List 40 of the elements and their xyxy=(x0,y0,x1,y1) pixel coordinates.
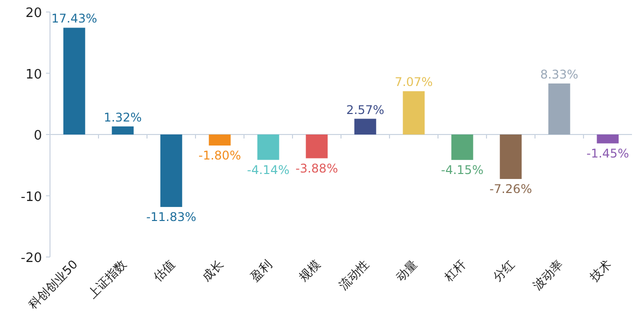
data-label: 17.43% xyxy=(51,12,98,26)
data-label: -4.15% xyxy=(441,162,484,177)
y-tick-label: 20 xyxy=(25,6,42,21)
bar xyxy=(306,134,328,158)
y-tick-label: -20 xyxy=(20,251,42,266)
data-label: 7.07% xyxy=(394,75,433,90)
x-tick-label: 成长 xyxy=(199,257,226,284)
y-tick-label: 0 xyxy=(34,128,42,144)
x-tick-label: 上证指数 xyxy=(85,257,129,302)
y-tick-label: 10 xyxy=(25,67,42,82)
bar xyxy=(596,134,619,144)
data-label: -3.88% xyxy=(296,161,338,176)
bar xyxy=(208,134,231,146)
bar xyxy=(402,91,425,134)
data-label: 8.33% xyxy=(540,67,578,82)
bar xyxy=(451,134,474,160)
data-label: -7.26% xyxy=(490,182,532,196)
bar xyxy=(500,134,522,179)
x-tick-label: 盈利 xyxy=(248,257,274,284)
bar xyxy=(63,28,86,134)
x-tick-label: 估值 xyxy=(150,257,178,285)
x-tick-label: 流动性 xyxy=(336,257,372,293)
data-label: 2.57% xyxy=(346,102,384,117)
bar xyxy=(257,134,280,160)
bar xyxy=(112,126,134,134)
data-label: -11.83% xyxy=(146,210,196,224)
data-label: 1.32% xyxy=(104,110,142,124)
x-tick-label: 动量 xyxy=(393,257,420,284)
data-label: -1.45% xyxy=(586,146,629,160)
data-label: -1.80% xyxy=(198,148,241,163)
bar xyxy=(160,134,182,207)
bar xyxy=(354,118,376,134)
data-label: -4.14% xyxy=(247,162,290,177)
x-tick-label: 规模 xyxy=(296,257,323,284)
x-tick-label: 技术 xyxy=(586,257,614,285)
x-tick-label: 波动率 xyxy=(530,257,566,293)
y-tick-label: -10 xyxy=(20,190,42,205)
bar xyxy=(548,83,570,134)
x-tick-label: 分红 xyxy=(490,257,517,284)
x-tick-label: 杠杆 xyxy=(440,257,468,285)
